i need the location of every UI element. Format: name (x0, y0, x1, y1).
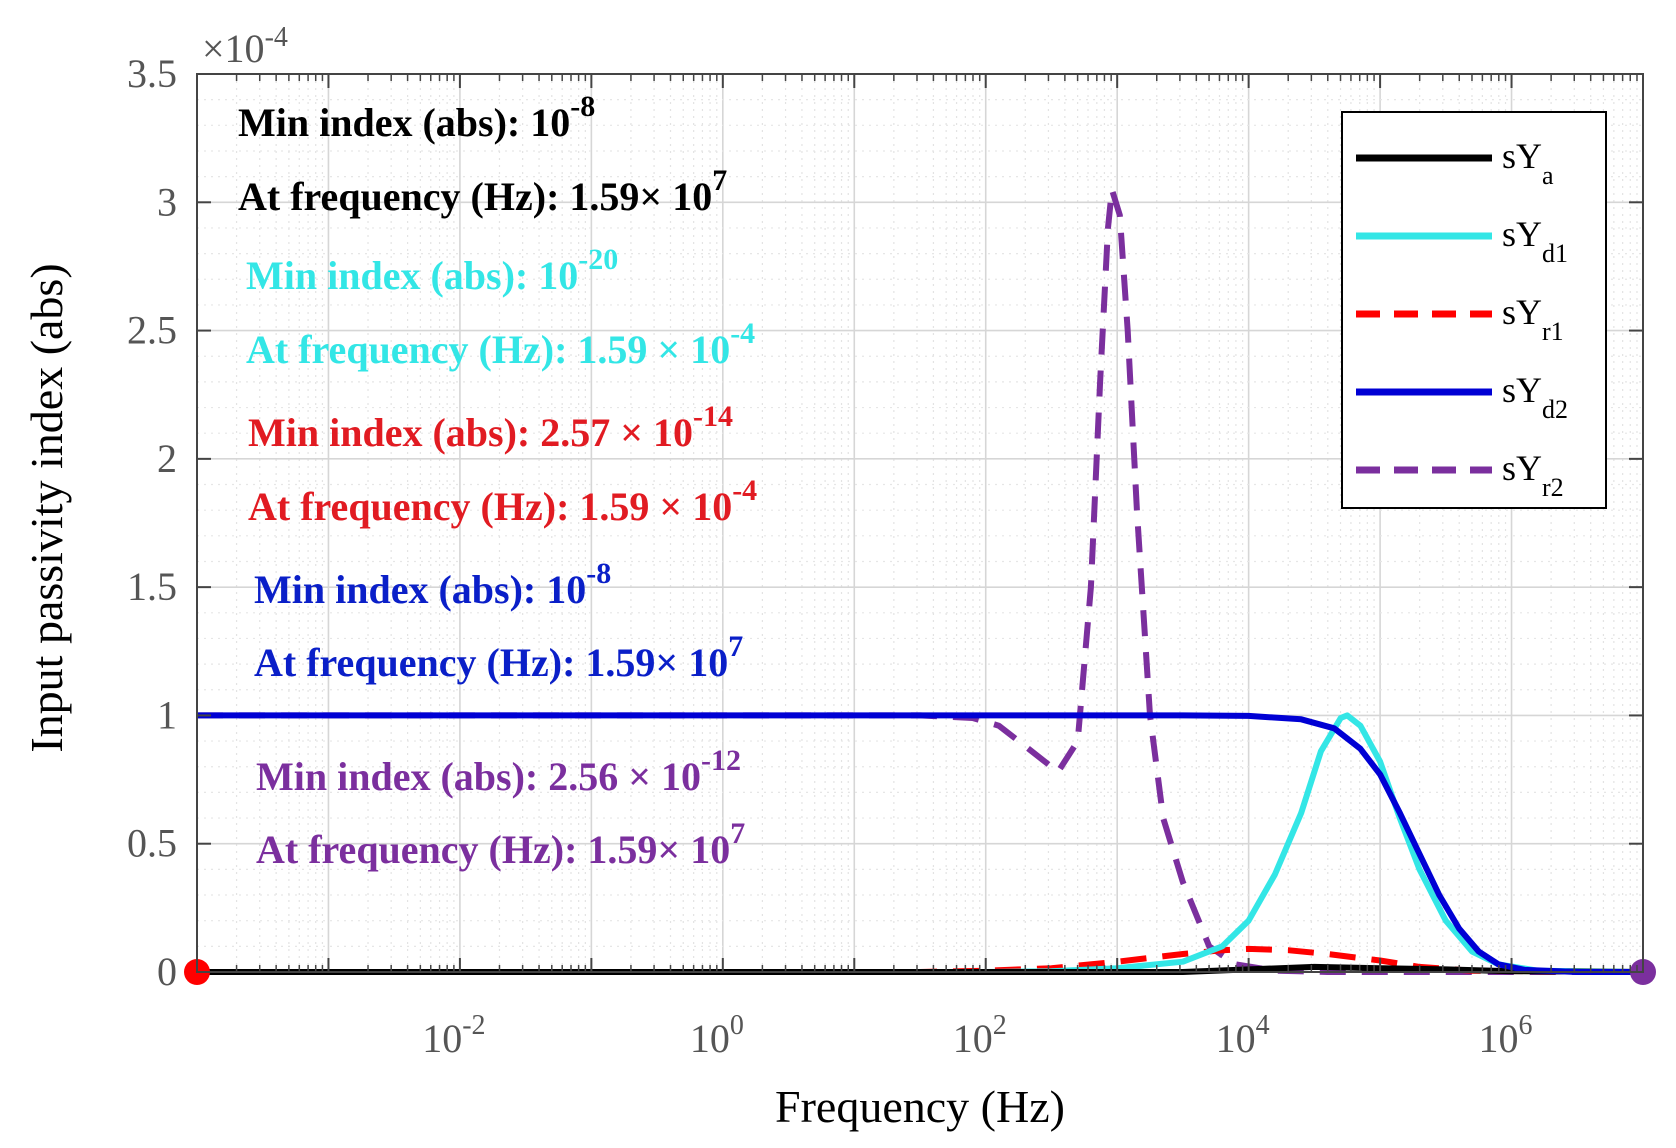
y-tick-label: 1 (157, 692, 177, 737)
x-tick-exp: -2 (462, 1010, 485, 1041)
y-multiplier-base: ×10 (202, 26, 265, 71)
annotation-8: Min index (abs): 2.56 × 10-12 (256, 744, 741, 799)
annotation-5: At frequency (Hz): 1.59 × 10-4 (248, 474, 757, 529)
annotation-base: 10 (690, 827, 730, 872)
plot-frame (196, 73, 1644, 973)
x-tick-exp: 4 (1256, 1010, 1270, 1041)
y-tick-label: 1.5 (127, 564, 177, 609)
x-tick-label: 10-2 (422, 1010, 485, 1061)
annotation-label: At frequency (Hz): 1.59× (238, 174, 672, 219)
legend-label-r2: sYr2 (1502, 448, 1564, 502)
legend-label-a: sYa (1502, 136, 1554, 190)
plot-border (196, 73, 1644, 973)
annotation-exp: 7 (712, 164, 727, 197)
x-tick-exp: 0 (730, 1010, 744, 1041)
annotation-base: 10 (530, 100, 570, 145)
annotation-0: Min index (abs): 10-8 (238, 90, 595, 145)
annotation-7: At frequency (Hz): 1.59× 107 (254, 630, 743, 685)
annotation-label: At frequency (Hz): 1.59 × (246, 327, 690, 372)
annotation-4: Min index (abs): 2.57 × 10-14 (248, 400, 733, 455)
legend-label-d2: sYd2 (1502, 370, 1568, 424)
annotation-3: At frequency (Hz): 1.59 × 10-4 (246, 317, 755, 372)
x-tick-exp: 6 (1519, 1010, 1533, 1041)
annotation-exp: 7 (728, 630, 743, 663)
x-axis-label: Frequency (Hz) (775, 1081, 1065, 1132)
legend-name: sY (1502, 292, 1542, 332)
y-multiplier-exp: -4 (265, 22, 288, 53)
legend-subscript: a (1542, 161, 1554, 190)
annotation-base: 10 (692, 484, 732, 529)
legend-name: sY (1502, 370, 1542, 410)
annotation-exp: -4 (730, 317, 755, 350)
annotation-1: At frequency (Hz): 1.59× 107 (238, 164, 727, 219)
tick-labels: 00.511.522.533.510-2 100 102 104 106 (127, 51, 1533, 1061)
annotation-exp: 7 (730, 817, 745, 850)
annotation-9: At frequency (Hz): 1.59× 107 (256, 817, 745, 872)
legend-subscript: r1 (1542, 317, 1564, 346)
annotation-exp: -4 (732, 474, 757, 507)
annotation-label: Min index (abs): (246, 253, 538, 298)
legend-subscript: d1 (1542, 239, 1568, 268)
legend-subscript: d2 (1542, 395, 1568, 424)
x-tick-base: 10 (1216, 1016, 1256, 1061)
x-tick-base: 10 (422, 1016, 462, 1061)
x-tick-label: 100 (690, 1010, 744, 1061)
annotation-exp: -14 (693, 400, 733, 433)
annotation-label: Min index (abs): (238, 100, 530, 145)
legend-label-d1: sYd1 (1502, 214, 1568, 268)
annotation-2: Min index (abs): 10-20 (246, 243, 618, 298)
x-tick-exp: 2 (993, 1010, 1007, 1041)
annotation-base: 10 (661, 754, 701, 799)
annotation-base: 10 (653, 410, 693, 455)
annotation-label: Min index (abs): 2.57 × (248, 410, 653, 455)
annotation-label: Min index (abs): 2.56 × (256, 754, 661, 799)
x-tick-base: 10 (1479, 1016, 1519, 1061)
y-tick-label: 3 (157, 179, 177, 224)
legend-subscript: r2 (1542, 473, 1564, 502)
annotation-base: 10 (546, 567, 586, 612)
annotation-exp: -20 (578, 243, 618, 276)
annotation-exp: -12 (701, 744, 741, 777)
y-tick-label: 3.5 (127, 51, 177, 96)
x-tick-label: 106 (1479, 1010, 1533, 1061)
y-tick-label: 0.5 (127, 821, 177, 866)
x-tick-base: 10 (953, 1016, 993, 1061)
x-tick-label: 104 (1216, 1010, 1270, 1061)
series-line-r2 (197, 186, 1643, 975)
y-tick-label: 2 (157, 436, 177, 481)
annotation-label: At frequency (Hz): 1.59 × (248, 484, 692, 529)
y-tick-label: 0 (157, 949, 177, 994)
annotation-exp: -8 (586, 557, 611, 590)
annotation-label: At frequency (Hz): 1.59× (256, 827, 690, 872)
annotation-label: At frequency (Hz): 1.59× (254, 640, 688, 685)
annotation-base: 10 (672, 174, 712, 219)
y-multiplier: ×10-4 (202, 22, 288, 71)
x-tick-label: 102 (953, 1010, 1007, 1061)
y-tick-label: 2.5 (127, 308, 177, 353)
legend-name: sY (1502, 448, 1542, 488)
legend-box (1341, 111, 1607, 509)
legend-label-r1: sYr1 (1502, 292, 1564, 346)
annotation-6: Min index (abs): 10-8 (254, 557, 611, 612)
annotation-base: 10 (538, 253, 578, 298)
annotations: Min index (abs): 10-8At frequency (Hz): … (238, 90, 757, 872)
series-line-d1 (197, 712, 1644, 975)
annotation-base: 10 (688, 640, 728, 685)
annotation-label: Min index (abs): (254, 567, 546, 612)
annotation-exp: -8 (570, 90, 595, 123)
y-axis-label: Input passivity index (abs) (21, 263, 72, 752)
legend-name: sY (1502, 214, 1542, 254)
legend-name: sY (1502, 136, 1542, 176)
x-tick-base: 10 (690, 1016, 730, 1061)
annotation-base: 10 (690, 327, 730, 372)
